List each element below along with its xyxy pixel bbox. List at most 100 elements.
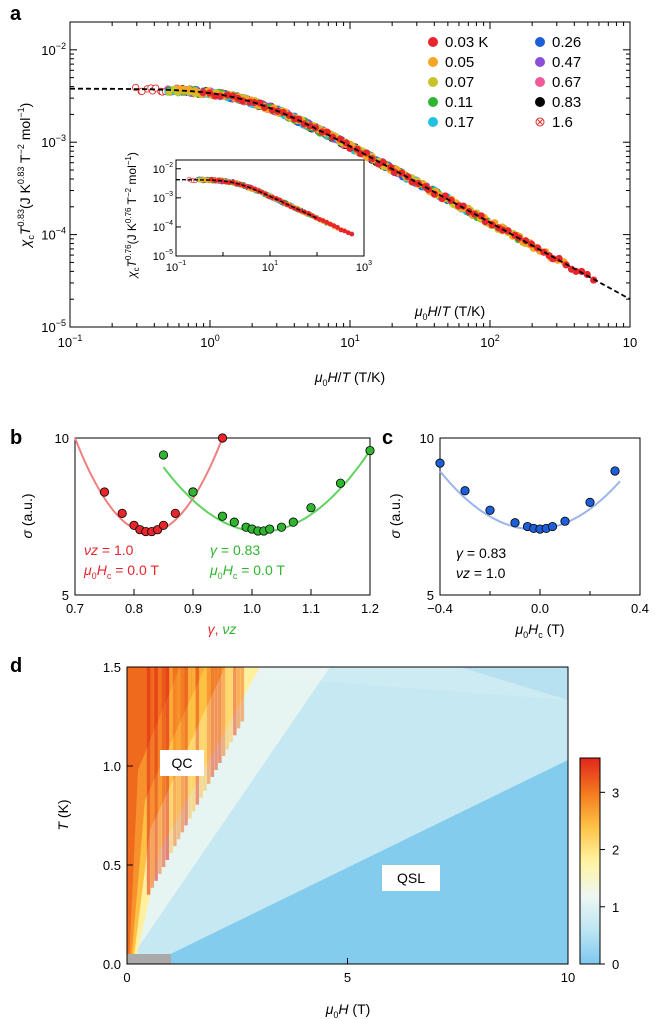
legend-marker-8 bbox=[535, 97, 545, 107]
panel-d-stripe bbox=[150, 667, 155, 888]
inset-ytick-label: 10−5 bbox=[153, 249, 173, 263]
panel-c-ylabel: σ (a.u.) bbox=[387, 493, 403, 538]
inset-point bbox=[324, 219, 330, 225]
inset-ytick-label: 10−4 bbox=[153, 220, 173, 234]
panel-b-point bbox=[170, 508, 180, 518]
panel-a-point bbox=[357, 149, 365, 158]
inset-ytick-label: 10−3 bbox=[153, 191, 173, 205]
panel-d-stripe bbox=[195, 667, 200, 805]
panel-d-ytick-label: 0.0 bbox=[103, 957, 121, 972]
panel-b-point bbox=[306, 503, 316, 513]
inset-ticks: 10−1 101 103 10−5 10−4 10−3 10−2 bbox=[153, 162, 372, 274]
panel-d-ylabel: T (K) bbox=[55, 799, 71, 830]
panel-d-stripe bbox=[199, 667, 203, 798]
panel-d-stripe bbox=[221, 667, 226, 757]
panel-d-chart: 0 5 10 0.0 0.5 1.0 1.5 QC QSL μ0H (T) T (K) 0 1… bbox=[55, 660, 619, 1019]
panel-c-point bbox=[610, 466, 620, 476]
panel-d-ticks: 0 5 10 0.0 0.5 1.0 1.5 bbox=[103, 660, 575, 985]
panel-a-ytick-label: 10−5 bbox=[41, 318, 66, 335]
panel-b-xlabel-nuz: νz bbox=[222, 621, 236, 637]
panel-b-xtick-label: 0.9 bbox=[184, 601, 202, 616]
panel-d-stripe bbox=[225, 667, 230, 750]
panel-d-ytick-label: 1.5 bbox=[103, 660, 121, 675]
panel-c-ytick-label: 10 bbox=[420, 431, 434, 446]
inset-xtick-label: 10−1 bbox=[166, 260, 186, 274]
panel-b-point bbox=[288, 517, 298, 527]
panel-b-ylabel: σ (a.u.) bbox=[19, 493, 35, 538]
legend-marker-3 bbox=[428, 97, 438, 107]
panel-d-stripe bbox=[229, 667, 233, 743]
panel-a-point bbox=[300, 120, 308, 128]
legend-label-7: 0.67 bbox=[552, 74, 581, 91]
panel-b-xlabel-gamma: γ bbox=[208, 621, 216, 637]
panel-d-ytick-label: 0.5 bbox=[103, 858, 121, 873]
colorbar-tick-label: 3 bbox=[612, 785, 619, 800]
panel-d-stripe bbox=[188, 667, 192, 819]
panel-b-point bbox=[217, 511, 228, 521]
panel-label-d: d bbox=[10, 655, 22, 677]
inset-point bbox=[331, 223, 337, 229]
inset-point bbox=[345, 230, 351, 236]
inset-point bbox=[317, 217, 322, 222]
panel-a-point bbox=[540, 248, 548, 256]
panel-a-ticks: 10−1 100 101 102 10 10−5 10−4 10−3 10−2 bbox=[41, 21, 637, 350]
panel-b-point bbox=[276, 522, 287, 532]
panel-b-xlabel: γ, νz bbox=[208, 621, 237, 637]
legend-marker-1 bbox=[428, 57, 438, 67]
inset-point bbox=[335, 224, 340, 230]
panel-b-point bbox=[229, 517, 239, 527]
panel-a-point bbox=[390, 168, 399, 176]
panel-d-stripe bbox=[236, 667, 241, 729]
panel-a-point bbox=[441, 192, 449, 200]
panel-a-xtick-label: 101 bbox=[340, 333, 359, 350]
legend-label-1: 0.05 bbox=[445, 54, 474, 71]
panel-d-stripe bbox=[206, 667, 211, 784]
panel-a-point bbox=[329, 133, 337, 141]
colorbar-tick-label: 0 bbox=[612, 957, 619, 972]
panel-b-xtick-label: 0.7 bbox=[66, 601, 84, 616]
panel-d-xtick-label: 0 bbox=[123, 970, 130, 985]
panel-b-xtick-label: 1.2 bbox=[361, 601, 379, 616]
panel-b-point bbox=[117, 508, 127, 518]
legend-marker-2 bbox=[428, 77, 438, 87]
inset-ylabel: χcT0.76(J K0.76 T−2 mol−1) bbox=[124, 152, 141, 279]
legend-label-3: 0.11 bbox=[445, 94, 473, 111]
colorbar-tick-label: 1 bbox=[612, 900, 619, 915]
legend-label-8: 0.83 bbox=[552, 94, 581, 111]
panel-b-xtick-label: 1.1 bbox=[302, 601, 320, 616]
panel-c-point bbox=[560, 516, 570, 526]
panel-a-inset: 10−1 101 103 10−5 10−4 10−3 10−2 μ0H/T (T/K) χ… bbox=[124, 152, 485, 322]
legend-label-9: 1.6 bbox=[552, 114, 573, 131]
inset-point bbox=[338, 227, 344, 233]
inset-ytick-label: 10−2 bbox=[153, 162, 173, 176]
legend-label-6: 0.47 bbox=[552, 54, 581, 71]
panel-d-stripe bbox=[154, 667, 158, 881]
panel-c-xtick-label: −0.4 bbox=[427, 601, 453, 616]
panel-a-point bbox=[398, 169, 406, 177]
panel-d-label-qc: QC bbox=[172, 755, 193, 771]
panel-d-gray-bar bbox=[127, 954, 171, 964]
panel-d-stripe bbox=[214, 667, 218, 770]
panel-d-xtick-label: 10 bbox=[561, 970, 575, 985]
panel-label-b: b bbox=[10, 427, 22, 449]
panel-a-xtick-label: 102 bbox=[480, 333, 499, 350]
panel-a-point bbox=[191, 87, 199, 95]
panel-b-xtick-label: 0.8 bbox=[125, 601, 143, 616]
panel-label-c: c bbox=[382, 427, 393, 449]
panel-c-xtick-label: 0.4 bbox=[631, 601, 649, 616]
panel-a-point bbox=[199, 88, 207, 97]
legend-label-4: 0.17 bbox=[445, 114, 474, 131]
panel-a-point bbox=[223, 91, 231, 99]
inset-point bbox=[349, 231, 355, 237]
panel-a-point bbox=[459, 202, 467, 210]
panel-c-data bbox=[435, 458, 621, 534]
legend-marker-7 bbox=[535, 77, 545, 87]
panel-d-heatmap bbox=[127, 667, 568, 964]
legend-marker-0 bbox=[428, 37, 438, 47]
inset-point bbox=[288, 204, 294, 210]
panel-a-ytick-label: 10−4 bbox=[41, 226, 66, 243]
panel-a-point bbox=[323, 128, 331, 136]
panel-d-stripe bbox=[210, 667, 215, 777]
panel-a-legend: 0.03 K 0.05 0.07 0.11 0.17 0.26 0.47 0.67 0.83 1.… bbox=[428, 34, 581, 131]
